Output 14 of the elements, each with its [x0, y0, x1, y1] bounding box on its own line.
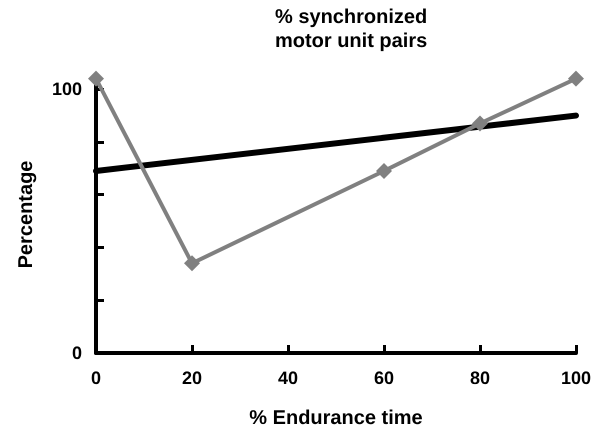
x-tick-label: 0: [90, 368, 102, 388]
point: [184, 255, 200, 272]
x-tick-label: 100: [560, 368, 592, 388]
chart-title: % synchronized motor unit pairs: [275, 6, 428, 52]
point: [568, 70, 584, 87]
x-tick-label: 20: [182, 368, 202, 388]
x-tick-label: 40: [278, 368, 298, 388]
point: [472, 115, 488, 132]
point: [376, 162, 392, 179]
x-tick-label: 60: [374, 368, 394, 388]
y-axis-title: Percentage: [15, 160, 37, 268]
point: [88, 70, 104, 87]
x-tick-label: 80: [470, 368, 490, 388]
x-axis-title: % Endurance time: [249, 407, 423, 429]
